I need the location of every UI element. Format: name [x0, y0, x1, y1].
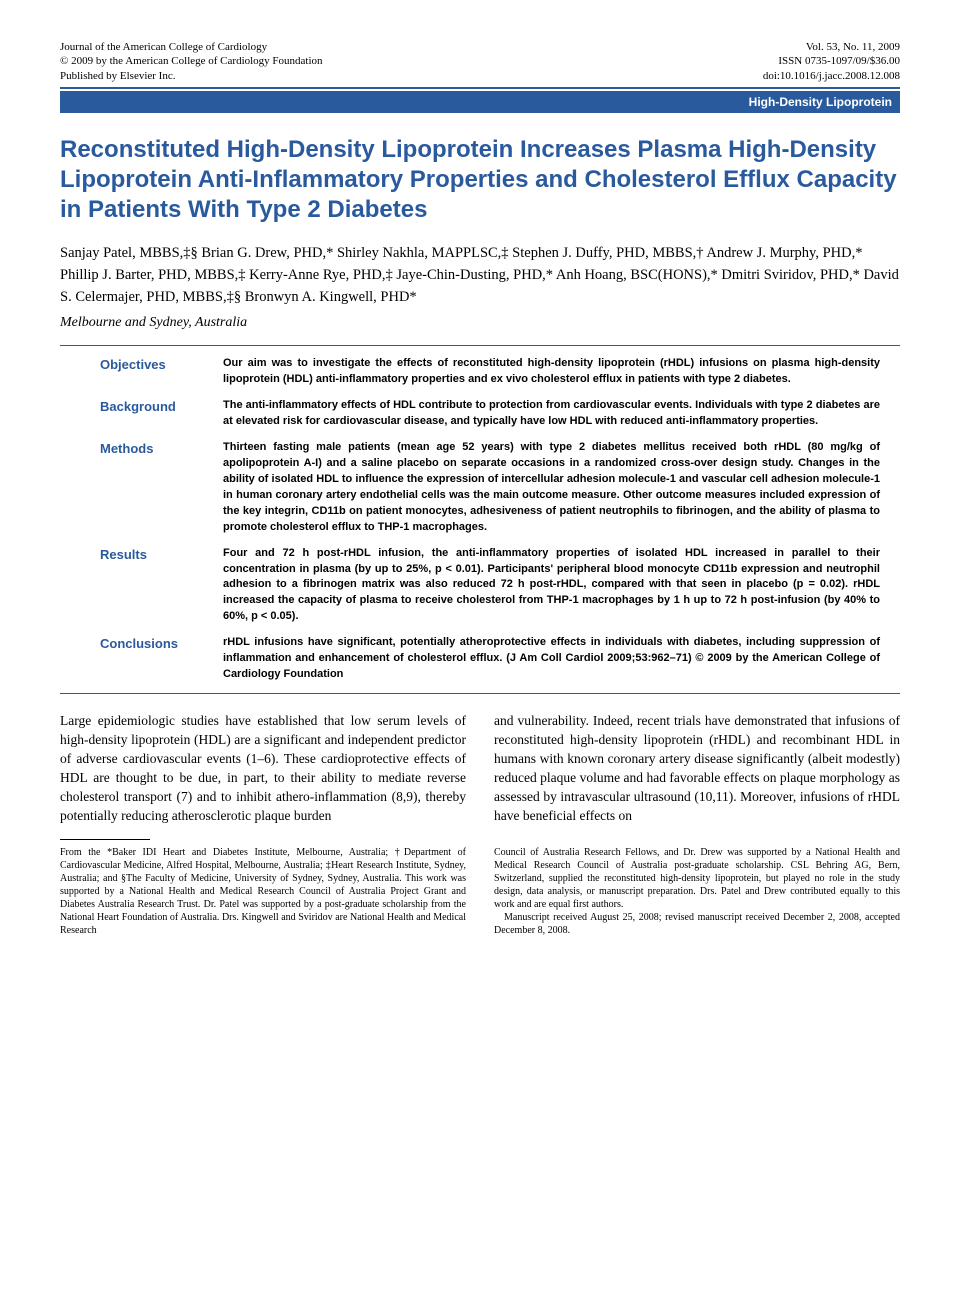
body-paragraph: and vulnerability. Indeed, recent trials… — [494, 712, 900, 825]
rule-below-abstract — [60, 693, 900, 694]
footnote-column-right: Council of Australia Research Fellows, a… — [494, 846, 900, 937]
abstract-label: Conclusions — [100, 635, 205, 683]
abstract-text: Our aim was to investigate the effects o… — [223, 356, 880, 388]
rule-above-abstract — [60, 345, 900, 346]
copyright-line: © 2009 by the American College of Cardio… — [60, 54, 323, 68]
abstract-text: The anti-inflammatory effects of HDL con… — [223, 398, 880, 430]
body-column-left: Large epidemiologic studies have establi… — [60, 712, 466, 825]
volume-line: Vol. 53, No. 11, 2009 — [763, 40, 900, 54]
abstract-label: Methods — [100, 440, 205, 536]
header-right: Vol. 53, No. 11, 2009 ISSN 0735-1097/09/… — [763, 40, 900, 83]
body-text: Large epidemiologic studies have establi… — [60, 712, 900, 825]
footnote-text: From the *Baker IDI Heart and Diabetes I… — [60, 847, 466, 936]
author-list: Sanjay Patel, MBBS,‡§ Brian G. Drew, PHD… — [60, 243, 900, 308]
abstract-row-objectives: Objectives Our aim was to investigate th… — [100, 356, 880, 388]
body-paragraph: Large epidemiologic studies have establi… — [60, 712, 466, 825]
abstract-text: Thirteen fasting male patients (mean age… — [223, 440, 880, 536]
footnote-rule — [60, 839, 150, 840]
abstract-row-results: Results Four and 72 h post-rHDL infusion… — [100, 546, 880, 626]
abstract-block: Objectives Our aim was to investigate th… — [100, 356, 880, 683]
footnotes: From the *Baker IDI Heart and Diabetes I… — [60, 846, 900, 937]
journal-name: Journal of the American College of Cardi… — [60, 40, 323, 54]
doi-line: doi:10.1016/j.jacc.2008.12.008 — [763, 69, 900, 83]
footnote-dates: Manuscript received August 25, 2008; rev… — [494, 911, 900, 937]
abstract-text: rHDL infusions have significant, potenti… — [223, 635, 880, 683]
footnote-text: Council of Australia Research Fellows, a… — [494, 847, 900, 910]
publisher-line: Published by Elsevier Inc. — [60, 69, 323, 83]
affiliation: Melbourne and Sydney, Australia — [60, 314, 900, 333]
abstract-label: Background — [100, 398, 205, 430]
article-title: Reconstituted High-Density Lipoprotein I… — [60, 135, 900, 225]
footnote-column-left: From the *Baker IDI Heart and Diabetes I… — [60, 846, 466, 937]
page-header: Journal of the American College of Cardi… — [60, 40, 900, 83]
abstract-label: Objectives — [100, 356, 205, 388]
abstract-label: Results — [100, 546, 205, 626]
abstract-row-methods: Methods Thirteen fasting male patients (… — [100, 440, 880, 536]
abstract-row-background: Background The anti-inflammatory effects… — [100, 398, 880, 430]
body-column-right: and vulnerability. Indeed, recent trials… — [494, 712, 900, 825]
abstract-row-conclusions: Conclusions rHDL infusions have signific… — [100, 635, 880, 683]
header-left: Journal of the American College of Cardi… — [60, 40, 323, 83]
top-rule — [60, 87, 900, 89]
issn-line: ISSN 0735-1097/09/$36.00 — [763, 54, 900, 68]
abstract-text: Four and 72 h post-rHDL infusion, the an… — [223, 546, 880, 626]
section-bar: High-Density Lipoprotein — [60, 91, 900, 113]
